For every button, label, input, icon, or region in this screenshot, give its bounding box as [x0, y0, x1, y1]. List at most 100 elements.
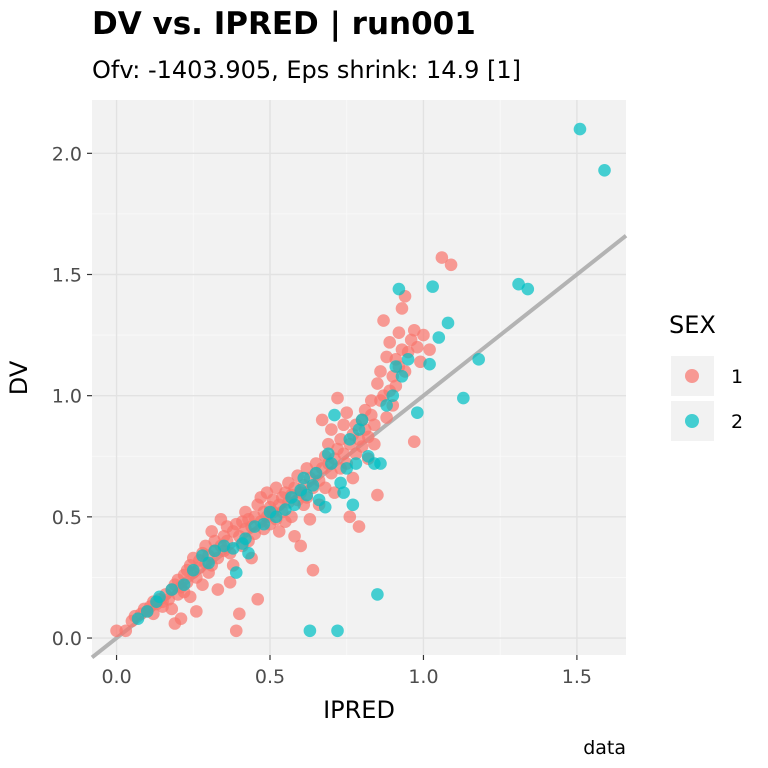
data-point	[598, 163, 611, 177]
data-point	[119, 624, 133, 638]
data-point	[368, 437, 381, 451]
data-point	[392, 282, 406, 296]
data-point	[205, 525, 218, 538]
data-point	[322, 447, 335, 461]
y-axis-title: DV	[5, 360, 33, 395]
data-point	[337, 418, 350, 432]
data-point	[401, 353, 415, 366]
legend-label: 2	[731, 411, 743, 433]
data-point	[269, 510, 283, 524]
data-point	[380, 411, 393, 424]
data-point	[337, 486, 350, 499]
data-point	[395, 302, 409, 315]
data-point	[386, 369, 400, 383]
data-point	[441, 316, 455, 330]
data-point	[374, 365, 387, 378]
y-tick-label: 2.0	[52, 143, 82, 165]
data-point	[371, 488, 384, 502]
data-point	[190, 605, 203, 618]
legend-title: SEX	[669, 311, 716, 339]
y-tick-label: 0.5	[52, 507, 82, 529]
y-axis: 0.0 0.5 1.0 1.5 2.0	[52, 143, 92, 650]
data-point	[303, 624, 317, 638]
data-point	[374, 457, 387, 470]
grid-lines	[92, 100, 626, 655]
data-point	[389, 360, 403, 373]
data-point	[328, 486, 341, 499]
data-point	[331, 391, 344, 405]
data-point	[417, 328, 430, 342]
data-point	[242, 546, 255, 560]
series-sex-2	[131, 122, 611, 638]
data-point	[309, 466, 323, 480]
data-point	[325, 457, 338, 470]
data-point	[337, 447, 350, 461]
data-point	[288, 498, 301, 512]
data-point	[328, 408, 341, 422]
x-tick-label: 0.0	[101, 666, 131, 688]
data-point	[380, 399, 393, 412]
x-axis-title: IPRED	[323, 696, 395, 724]
data-point	[229, 566, 243, 579]
data-point	[334, 476, 347, 490]
data-point	[346, 498, 360, 512]
data-point	[294, 539, 307, 553]
data-point	[349, 457, 363, 470]
plot-panel	[92, 100, 626, 655]
data-point	[288, 529, 301, 543]
data-point	[435, 251, 449, 264]
data-point	[196, 578, 209, 592]
data-point	[140, 605, 154, 618]
caption: data	[583, 737, 626, 759]
data-point	[331, 624, 344, 638]
data-point	[177, 578, 191, 592]
data-point	[211, 583, 225, 596]
data-point	[153, 590, 166, 604]
data-point	[110, 624, 123, 638]
data-point	[223, 575, 237, 589]
data-point	[303, 512, 317, 526]
data-point	[352, 423, 366, 436]
data-point	[239, 532, 252, 545]
data-point	[325, 423, 338, 436]
x-tick-label: 1.0	[408, 666, 438, 688]
data-point	[407, 435, 421, 449]
data-point	[371, 377, 384, 390]
data-point	[352, 520, 366, 533]
data-point	[315, 413, 329, 427]
data-point	[364, 394, 378, 407]
data-point	[423, 357, 436, 371]
data-point	[343, 433, 357, 446]
data-point	[389, 379, 403, 393]
data-point	[165, 583, 179, 596]
data-point	[202, 556, 215, 570]
data-point	[444, 258, 458, 272]
data-point	[368, 418, 381, 432]
data-point	[411, 340, 424, 354]
data-point	[306, 479, 320, 492]
data-point	[318, 500, 332, 514]
data-point	[257, 517, 271, 531]
data-point	[183, 590, 197, 604]
x-tick-label: 1.5	[562, 666, 592, 688]
data-point	[371, 588, 384, 601]
data-point	[411, 406, 424, 419]
data-point	[573, 122, 587, 136]
data-point	[340, 406, 354, 419]
data-point	[131, 612, 145, 625]
data-point	[521, 282, 535, 296]
x-axis: 0.0 0.5 1.0 1.5	[101, 655, 592, 688]
data-point	[377, 314, 390, 327]
legend-key-point	[685, 414, 699, 428]
data-point	[272, 525, 286, 538]
data-point	[355, 440, 369, 453]
legend-label: 1	[731, 366, 743, 388]
data-point	[186, 563, 200, 577]
data-point	[386, 389, 400, 402]
data-point	[229, 624, 243, 638]
legend: SEX 1 2	[669, 311, 743, 441]
data-point	[306, 563, 320, 577]
data-point	[392, 326, 406, 339]
data-point	[472, 353, 485, 366]
